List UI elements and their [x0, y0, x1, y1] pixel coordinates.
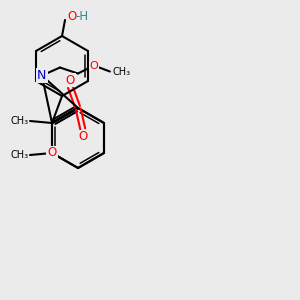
Text: CH₃: CH₃	[11, 150, 29, 160]
Text: O: O	[78, 130, 88, 143]
Text: O: O	[65, 74, 75, 86]
Text: O: O	[47, 146, 57, 160]
Text: CH₃: CH₃	[113, 67, 131, 76]
Text: -H: -H	[75, 10, 88, 22]
Text: CH₃: CH₃	[11, 116, 29, 126]
Text: O: O	[67, 10, 76, 22]
Text: N: N	[37, 69, 46, 82]
Text: O: O	[90, 61, 98, 70]
